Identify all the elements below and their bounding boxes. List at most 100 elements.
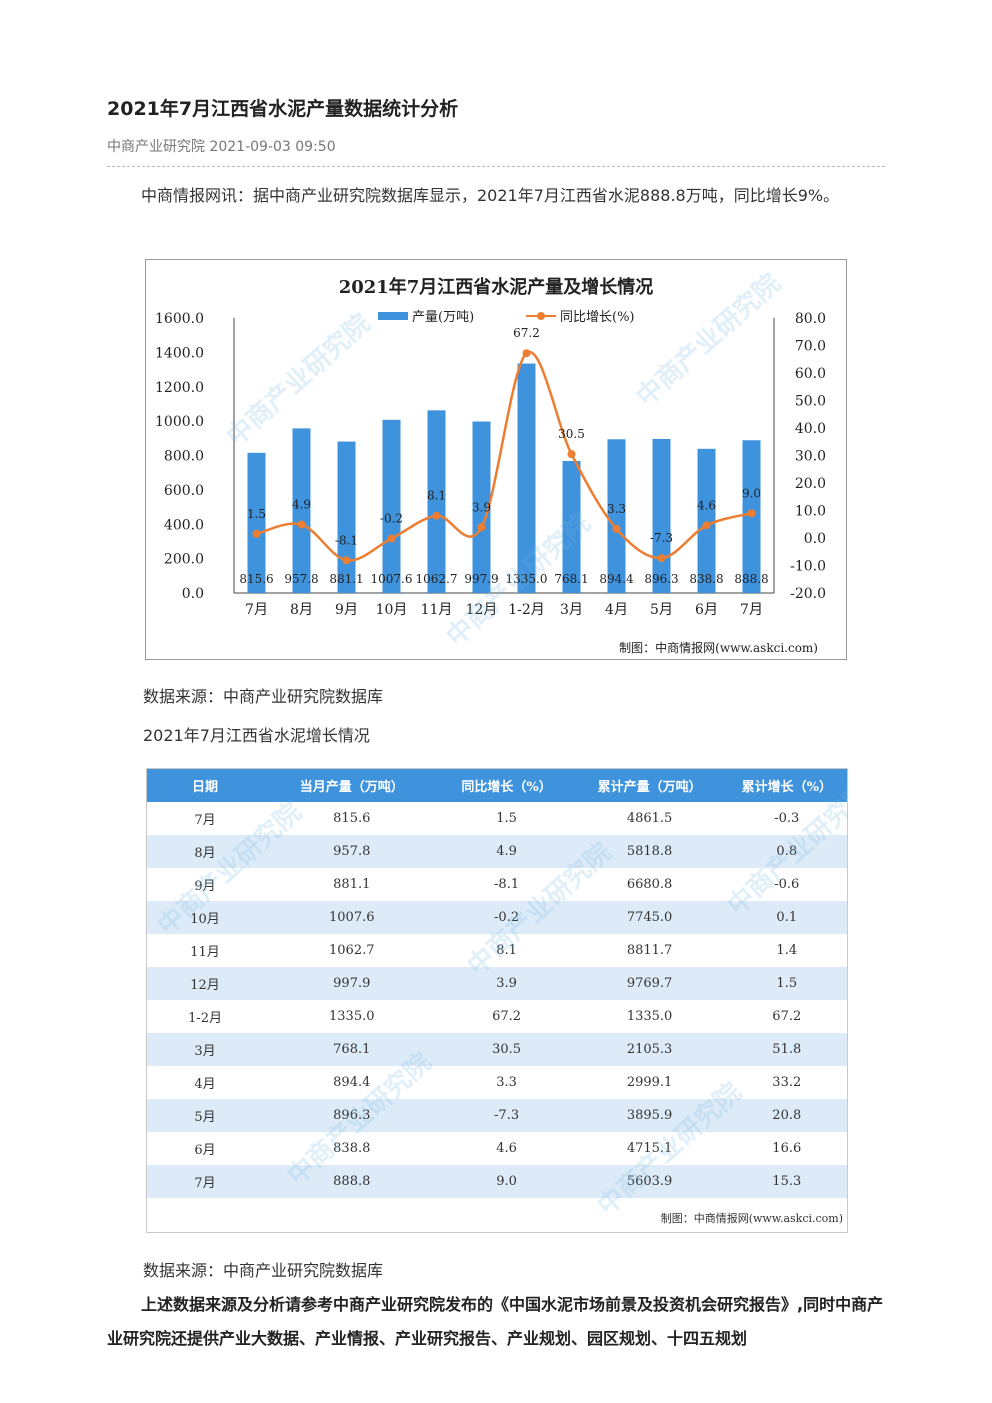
cell-cumulative-output: 6680.8	[626, 877, 673, 892]
cell-date: 12月	[190, 978, 220, 993]
right-tick-label: 40.0	[795, 421, 826, 437]
growth-value-label: -7.3	[650, 531, 673, 545]
cell-monthly-output: 997.9	[333, 976, 371, 991]
growth-point	[702, 521, 711, 530]
growth-point	[567, 450, 576, 459]
bar-value-label: 957.8	[284, 572, 318, 586]
cell-yoy-growth: 3.9	[496, 976, 517, 991]
cell-cumulative-output: 5818.8	[626, 844, 673, 859]
table-row: 3月 768.1 30.5 2105.3 51.8	[147, 1033, 847, 1066]
cell-yoy-growth: -7.3	[494, 1108, 520, 1123]
cell-monthly-output: 957.8	[333, 844, 371, 859]
production-chart: 2021年7月江西省水泥产量及增长情况 产量(万吨) 同比增长(%) 1600.0 14…	[145, 259, 847, 660]
bar-value-label: 1062.7	[416, 572, 458, 586]
cell-cumulative-growth: -0.6	[774, 877, 800, 892]
table-row: 7月 815.6 1.5 4861.5 -0.3	[147, 802, 847, 835]
category-label: 5月	[650, 602, 673, 618]
cell-date: 4月	[194, 1077, 216, 1092]
table-source-caption: 数据来源：中商产业研究院数据库	[143, 1261, 384, 1280]
table-row: 10月 1007.6 -0.2 7745.0 0.1	[147, 901, 847, 934]
growth-line	[256, 350, 752, 562]
legend-bar-swatch	[378, 312, 408, 320]
cell-cumulative-growth: 16.6	[772, 1141, 802, 1156]
cell-date: 5月	[194, 1110, 216, 1125]
cell-monthly-output: 881.1	[333, 877, 371, 892]
cell-yoy-growth: 67.2	[492, 1009, 522, 1024]
cell-cumulative-output: 3895.9	[626, 1108, 673, 1123]
bar-value-label: 881.1	[329, 572, 363, 586]
right-tick-label: 20.0	[795, 476, 826, 492]
bar-value-label: 888.8	[734, 572, 768, 586]
header-monthly-output: 当月产量（万吨）	[299, 780, 404, 795]
cell-date: 1-2月	[188, 1011, 222, 1026]
bar	[337, 441, 356, 593]
growth-value-label: -0.2	[380, 512, 403, 526]
growth-point	[477, 523, 486, 532]
growth-point	[342, 556, 351, 565]
cell-date: 10月	[190, 912, 220, 927]
bar	[247, 452, 266, 593]
chart-credit: 制图：中商情报网(www.askci.com)	[619, 640, 818, 655]
growth-table: 日期 当月产量（万吨） 同比增长（%） 累计产量（万吨） 累计增长（%） 7月 8…	[146, 768, 848, 1233]
header-yoy-growth: 同比增长（%）	[461, 780, 552, 795]
table-row: 5月 896.3 -7.3 3895.9 20.8	[147, 1099, 847, 1132]
cell-date: 8月	[194, 846, 216, 861]
cell-cumulative-growth: 1.5	[776, 976, 798, 991]
header-date: 日期	[192, 780, 219, 795]
left-tick-label: 0.0	[182, 586, 204, 602]
category-label: 4月	[605, 602, 628, 618]
cell-monthly-output: 1007.6	[329, 910, 375, 925]
table-header-row: 日期 当月产量（万吨） 同比增长（%） 累计产量（万吨） 累计增长（%）	[147, 769, 847, 802]
divider	[107, 166, 885, 167]
cell-monthly-output: 768.1	[333, 1042, 371, 1057]
cell-yoy-growth: 8.1	[496, 943, 517, 958]
table-row: 7月 888.8 9.0 5603.9 15.3	[147, 1165, 847, 1198]
cell-monthly-output: 1335.0	[329, 1009, 375, 1024]
cell-cumulative-output: 1335.0	[626, 1009, 673, 1024]
cell-cumulative-growth: 33.2	[772, 1075, 802, 1090]
table-row: 4月 894.4 3.3 2999.1 33.2	[147, 1066, 847, 1099]
cell-yoy-growth: 1.5	[496, 811, 517, 826]
right-tick-label: 30.0	[795, 449, 826, 465]
bar-value-label: 768.1	[554, 572, 588, 586]
right-tick-label: 50.0	[795, 394, 826, 410]
right-tick-label: 70.0	[795, 339, 826, 355]
category-label: 9月	[335, 602, 358, 618]
cell-date: 3月	[194, 1044, 216, 1059]
cell-cumulative-growth: 51.8	[772, 1042, 802, 1057]
left-tick-label: 600.0	[164, 483, 204, 499]
cell-monthly-output: 1062.7	[329, 943, 375, 958]
growth-point	[612, 524, 621, 533]
growth-value-label: -8.1	[335, 533, 358, 547]
right-tick-label: 60.0	[795, 366, 826, 382]
article-source-date: 中商产业研究院 2021-09-03 09:50	[107, 139, 336, 155]
cell-cumulative-growth: 0.8	[776, 844, 798, 859]
right-tick-label: 0.0	[804, 531, 826, 547]
bar	[652, 438, 671, 593]
growth-point	[387, 534, 396, 543]
legend-line-marker	[537, 312, 545, 320]
growth-value-label: 8.1	[427, 489, 446, 503]
growth-value-label: 67.2	[513, 326, 540, 340]
table-row: 8月 957.8 4.9 5818.8 0.8	[147, 835, 847, 868]
cell-yoy-growth: -0.2	[494, 910, 520, 925]
growth-value-label: 4.9	[292, 498, 311, 512]
cell-cumulative-output: 5603.9	[626, 1174, 673, 1189]
cell-monthly-output: 815.6	[333, 811, 371, 826]
left-tick-label: 1400.0	[155, 345, 204, 361]
legend-line-label: 同比增长(%)	[560, 310, 635, 325]
left-tick-label: 400.0	[164, 517, 204, 533]
cell-monthly-output: 896.3	[333, 1108, 371, 1123]
cell-date: 9月	[194, 879, 216, 894]
cell-monthly-output: 888.8	[333, 1174, 371, 1189]
header-cumulative-output: 累计产量（万吨）	[597, 780, 702, 795]
category-label: 11月	[421, 602, 453, 618]
growth-point	[747, 509, 756, 518]
category-label: 1-2月	[508, 602, 545, 618]
left-tick-label: 1600.0	[155, 311, 204, 327]
cell-cumulative-output: 4715.1	[626, 1141, 673, 1156]
left-tick-label: 200.0	[164, 552, 204, 568]
cell-yoy-growth: 30.5	[492, 1042, 522, 1057]
table-credit: 制图：中商情报网(www.askci.com)	[660, 1212, 843, 1225]
